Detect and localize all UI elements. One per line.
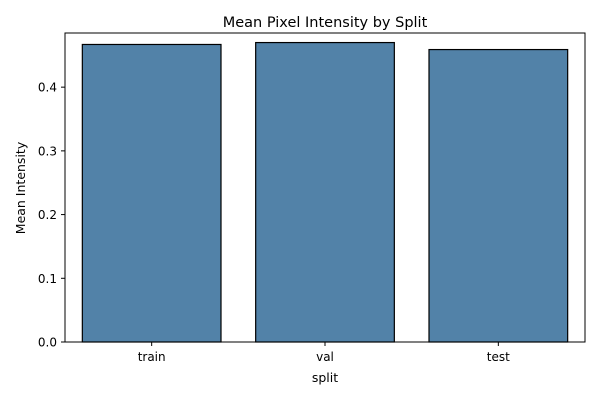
x-tick-label: val [316, 350, 334, 364]
x-tick-label: train [138, 350, 166, 364]
y-tick-label: 0.0 [38, 336, 57, 350]
y-tick-label: 0.3 [38, 144, 57, 158]
chart-title: Mean Pixel Intensity by Split [223, 15, 428, 31]
axes-frame [64, 32, 586, 343]
y-axis-label: Mean Intensity [13, 141, 28, 234]
bar-test [428, 48, 569, 343]
plot-frame [64, 32, 586, 343]
x-axis-ticks: train val test [138, 342, 510, 364]
bar-train [81, 43, 222, 343]
x-tick-label: test [487, 350, 510, 364]
y-tick-label: 0.4 [38, 81, 57, 95]
y-axis-ticks: 0.0 0.1 0.2 0.3 0.4 [38, 81, 65, 350]
y-tick-label: 0.1 [38, 272, 57, 286]
bars-group [81, 41, 569, 343]
bar-val [255, 41, 395, 343]
y-tick-label: 0.2 [38, 208, 57, 222]
x-axis-label: split [312, 370, 338, 385]
